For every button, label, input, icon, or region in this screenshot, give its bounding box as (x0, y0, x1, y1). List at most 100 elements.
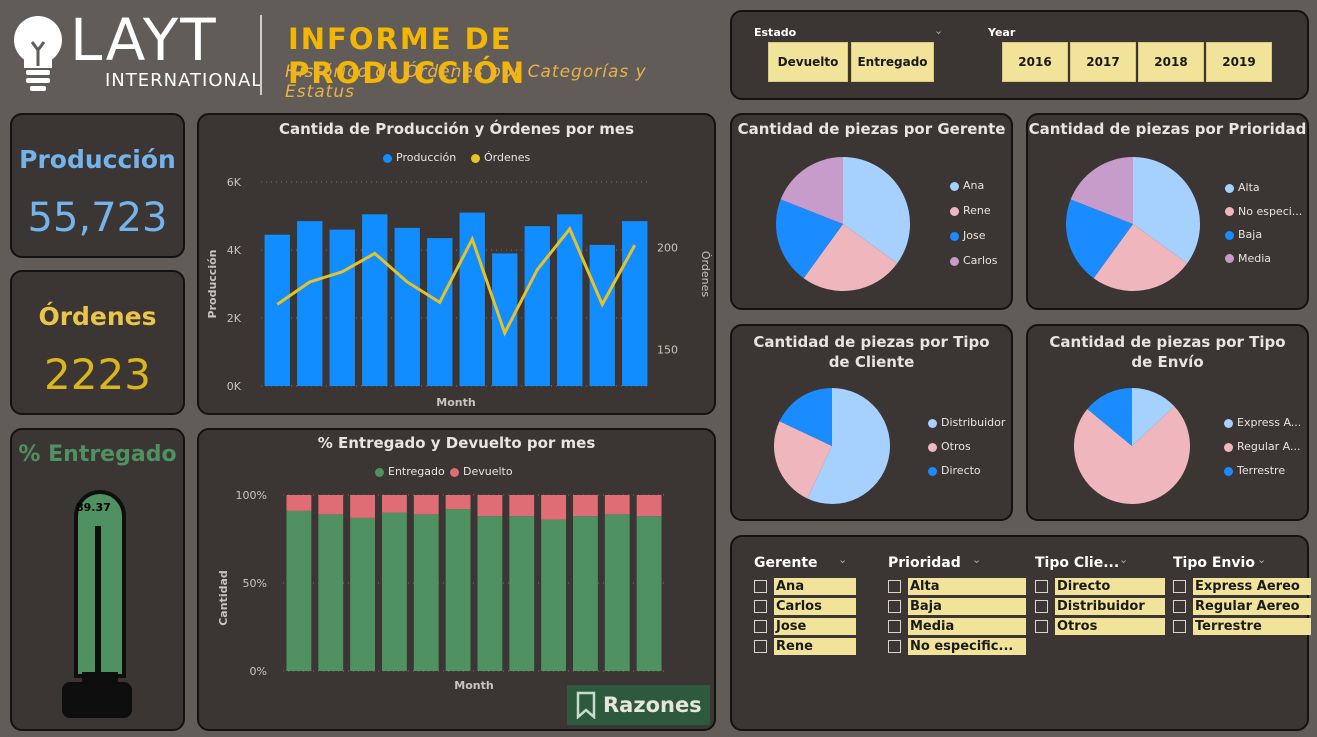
pie-slice[interactable] (1070, 157, 1133, 224)
pie-slice[interactable] (1132, 388, 1175, 446)
slicer-checkbox[interactable] (888, 620, 901, 633)
chevron-down-icon[interactable]: ⌄ (972, 553, 982, 566)
produccion-bar[interactable] (264, 234, 290, 386)
pie-slice[interactable] (843, 157, 910, 264)
entregado-bar[interactable] (477, 516, 503, 671)
entregado-bar[interactable] (509, 516, 535, 671)
slicer-item[interactable]: No especific... (908, 638, 1026, 655)
devuelto-bar[interactable] (350, 495, 375, 518)
pie-slice[interactable] (780, 157, 843, 224)
slicer-item[interactable]: Carlos (774, 598, 856, 615)
entregado-bar[interactable] (445, 509, 471, 671)
entregado-bar[interactable] (636, 516, 662, 671)
slicer-checkbox[interactable] (754, 580, 767, 593)
estado-entregado-button[interactable]: Entregado (851, 42, 934, 82)
slicer-checkbox[interactable] (754, 620, 767, 633)
year-2016-button[interactable]: 2016 (1002, 42, 1068, 82)
produccion-bar[interactable] (329, 229, 355, 386)
devuelto-bar[interactable] (573, 495, 598, 517)
chevron-down-icon[interactable]: ⌄ (838, 553, 848, 566)
slicer-header: Tipo Clie... (1035, 555, 1120, 571)
entregado-bar[interactable] (286, 510, 312, 671)
devuelto-bar[interactable] (509, 495, 535, 517)
produccion-bar[interactable] (362, 214, 388, 386)
devuelto-bar[interactable] (413, 495, 439, 515)
legend-item: No especi... (1225, 205, 1302, 229)
entregado-bar[interactable] (318, 514, 344, 671)
pie-slice[interactable] (1093, 224, 1188, 291)
slicer-checkbox[interactable] (1035, 600, 1048, 613)
ordenes-line[interactable] (276, 226, 637, 337)
slicer-checkbox[interactable] (754, 640, 767, 653)
devuelto-bar[interactable] (445, 495, 471, 510)
entregado-bar[interactable] (382, 512, 407, 671)
kpi-entregado-label: % Entregado (18, 442, 177, 467)
slicer-checkbox[interactable] (1173, 620, 1186, 633)
slicer-item[interactable]: Alta (908, 578, 1026, 595)
slicer-item[interactable]: Jose (774, 618, 856, 635)
slicer-checkbox[interactable] (1035, 580, 1048, 593)
year-2018-button[interactable]: 2018 (1138, 42, 1204, 82)
produccion-bar[interactable] (524, 226, 550, 386)
produccion-bar[interactable] (589, 244, 615, 386)
slicer-checkbox[interactable] (888, 580, 901, 593)
devuelto-bar[interactable] (477, 495, 503, 517)
devuelto-bar[interactable] (286, 495, 312, 511)
pie-slice[interactable] (1066, 199, 1133, 279)
pie-slice[interactable] (1133, 157, 1200, 264)
devuelto-bar[interactable] (604, 495, 630, 515)
estado-devuelto-button[interactable]: Devuelto (768, 42, 848, 82)
devuelto-bar[interactable] (636, 495, 662, 517)
slicer-item[interactable]: Directo (1055, 578, 1165, 595)
slicer-checkbox[interactable] (1035, 620, 1048, 633)
slicer-item[interactable]: Terrestre (1193, 618, 1311, 635)
legend-produccion: Producción (383, 151, 456, 164)
produccion-bar[interactable] (394, 227, 420, 386)
pie-slice[interactable] (774, 421, 832, 499)
slicer-item[interactable]: Baja (908, 598, 1026, 615)
pie-slice[interactable] (803, 224, 898, 291)
legend-label: Express A... (1237, 416, 1302, 429)
pie-slice[interactable] (776, 199, 843, 279)
chevron-down-icon[interactable]: ⌄ (1119, 553, 1129, 566)
produccion-bar[interactable] (557, 214, 583, 386)
entregado-bar[interactable] (573, 516, 598, 671)
slicer-item[interactable]: Express Aereo (1193, 578, 1311, 595)
pie-slice[interactable] (1087, 388, 1132, 446)
chevron-down-icon[interactable]: ⌄ (934, 24, 944, 37)
chevron-down-icon[interactable]: ⌄ (1257, 553, 1267, 566)
year-2019-button[interactable]: 2019 (1206, 42, 1272, 82)
produccion-bar[interactable] (297, 221, 323, 386)
slicer-item[interactable]: Otros (1055, 618, 1165, 635)
kpi-produccion-card: Producción 55,723 (10, 113, 185, 258)
entregado-bar[interactable] (604, 514, 630, 671)
prod-ord-title: Cantida de Producción y Órdenes por mes (278, 120, 635, 138)
slicer-item[interactable]: Ana (774, 578, 856, 595)
devuelto-bar[interactable] (541, 495, 566, 520)
pie-slice[interactable] (1074, 406, 1190, 504)
entregado-bar[interactable] (350, 517, 375, 671)
legend-dot-ordenes (471, 153, 480, 163)
pct-plot: 0% 50% 100% Month Cantidad (217, 489, 665, 692)
razones-button[interactable]: Razones (567, 685, 710, 725)
entregado-bar[interactable] (413, 514, 439, 671)
slicer-item[interactable]: Media (908, 618, 1026, 635)
produccion-bar[interactable] (492, 253, 518, 386)
slicer-item[interactable]: Distribuidor (1055, 598, 1165, 615)
pie-slice[interactable] (807, 388, 890, 504)
slicer-checkbox[interactable] (888, 600, 901, 613)
slicer-item[interactable]: Regular Aereo (1193, 598, 1311, 615)
slicer-checkbox[interactable] (888, 640, 901, 653)
year-2017-button[interactable]: 2017 (1070, 42, 1136, 82)
devuelto-bar[interactable] (318, 495, 344, 515)
slicer-checkbox[interactable] (754, 600, 767, 613)
y2-axis-label: Órdenes (699, 251, 712, 297)
slicer-checkbox[interactable] (1173, 600, 1186, 613)
slicer-checkbox[interactable] (1173, 580, 1186, 593)
entregado-bar[interactable] (541, 519, 566, 671)
produccion-bar[interactable] (427, 238, 453, 386)
produccion-bar[interactable] (622, 221, 648, 386)
pie-slice[interactable] (779, 388, 832, 446)
devuelto-bar[interactable] (382, 495, 407, 513)
slicer-item[interactable]: Rene (774, 638, 856, 655)
